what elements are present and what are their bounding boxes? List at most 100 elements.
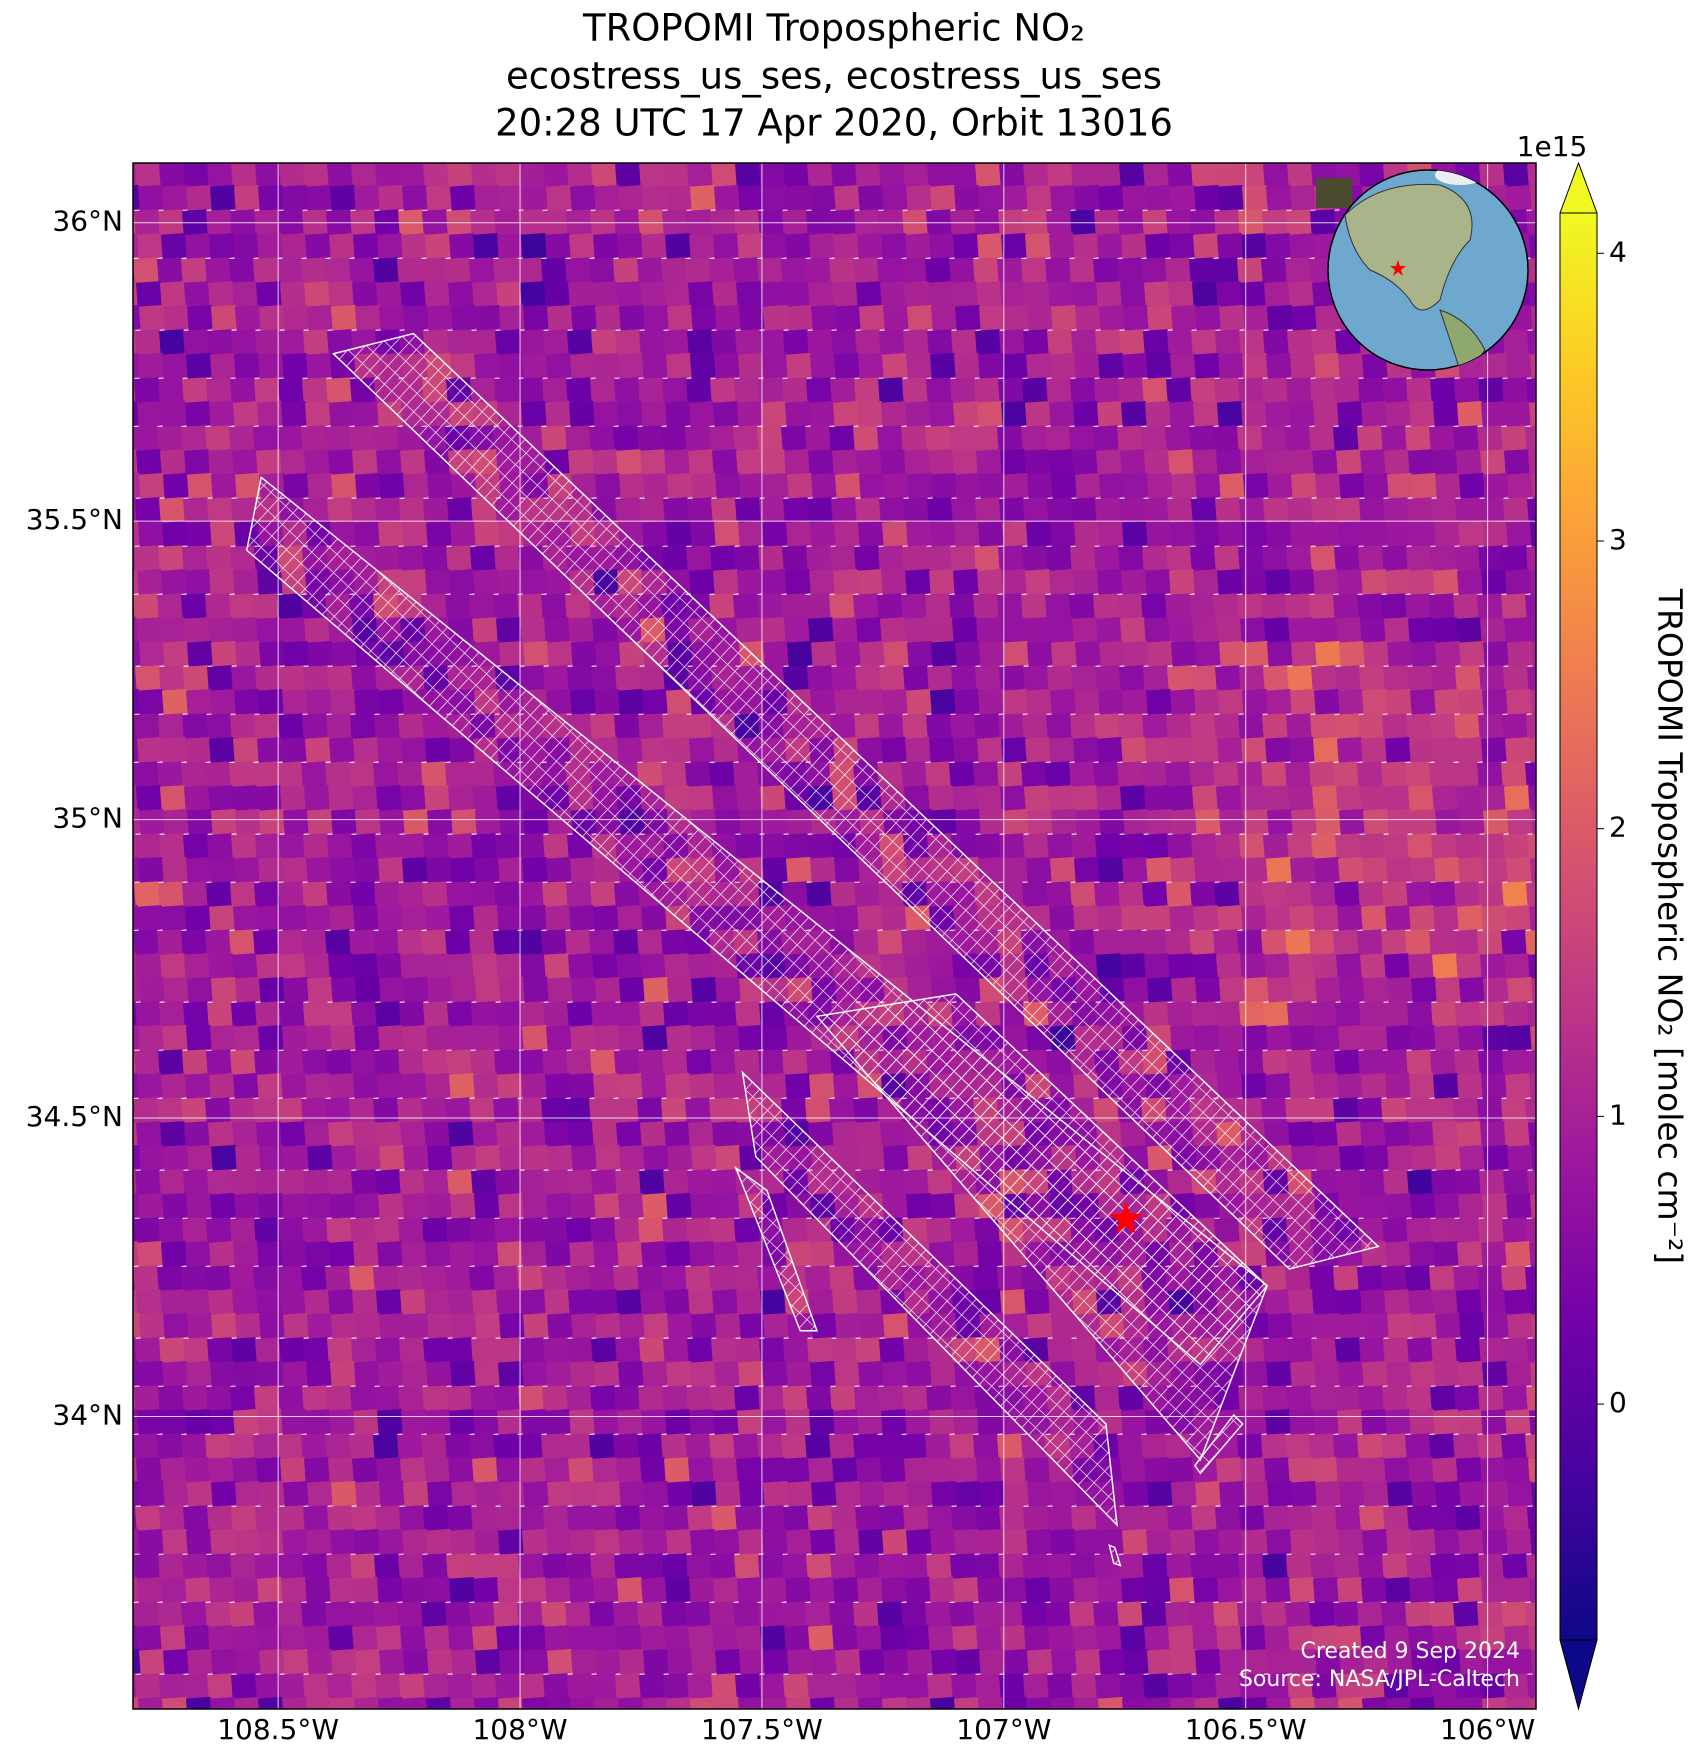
pixel <box>661 1433 688 1460</box>
pixel <box>1453 1265 1480 1292</box>
pixel <box>613 1553 641 1580</box>
pixel <box>304 737 332 764</box>
pixel <box>157 1097 184 1124</box>
pixel <box>1478 163 1506 188</box>
pixel <box>1386 976 1414 1004</box>
pixel <box>686 1169 714 1196</box>
pixel <box>422 1169 450 1196</box>
pixel <box>1021 1601 1048 1628</box>
pixel <box>954 640 982 668</box>
pixel <box>373 1097 400 1124</box>
pixel <box>901 377 929 404</box>
pixel <box>568 1577 596 1604</box>
pixel <box>952 569 980 596</box>
pixel <box>1023 449 1051 476</box>
pixel <box>590 329 618 356</box>
pixel <box>1382 1673 1410 1700</box>
pixel <box>158 1721 184 1747</box>
pixel <box>1050 640 1078 668</box>
pixel <box>831 1121 859 1148</box>
pixel <box>1361 352 1389 380</box>
pixel <box>853 881 881 908</box>
pixel <box>306 976 334 1004</box>
pixel <box>613 377 641 404</box>
pixel <box>498 1312 526 1340</box>
pixel <box>522 808 550 836</box>
pixel <box>565 1097 592 1124</box>
pixel <box>1453 713 1481 740</box>
pixel <box>1407 953 1435 980</box>
pixel <box>1384 569 1412 596</box>
pixel <box>689 1528 717 1556</box>
pixel <box>1429 713 1457 740</box>
pixel <box>306 304 334 332</box>
pixel <box>735 617 763 644</box>
pixel <box>590 665 618 692</box>
pixel <box>1505 184 1533 212</box>
pixel <box>400 233 428 260</box>
pixel <box>158 1001 186 1028</box>
pixel <box>639 953 667 980</box>
pixel <box>1528 1409 1536 1436</box>
pixel <box>158 1169 186 1196</box>
pixel <box>1146 640 1174 668</box>
pixel <box>638 497 666 524</box>
pixel <box>712 569 740 596</box>
pixel <box>1357 1601 1384 1628</box>
pixel <box>231 617 259 644</box>
pixel <box>1336 1409 1364 1436</box>
pixel <box>517 593 544 620</box>
pixel <box>1430 1337 1458 1364</box>
pixel <box>1000 737 1028 764</box>
pixel <box>517 377 545 404</box>
pixel <box>1263 1121 1291 1148</box>
pixel <box>353 1528 381 1556</box>
pixel <box>689 352 717 380</box>
pixel <box>997 1265 1024 1292</box>
pixel <box>1454 833 1482 860</box>
pixel <box>1189 377 1217 404</box>
pixel <box>138 808 166 836</box>
pixel <box>325 1097 352 1124</box>
pixel <box>1264 569 1292 596</box>
pixel <box>1310 1673 1338 1700</box>
pixel <box>998 329 1026 356</box>
pixel <box>901 593 928 620</box>
pixel <box>664 1241 692 1268</box>
pixel <box>1263 953 1291 980</box>
pixel <box>590 1673 618 1700</box>
pixel <box>1408 1577 1436 1604</box>
pixel <box>1288 1577 1316 1604</box>
pixel <box>253 1217 281 1244</box>
pixel <box>637 1385 665 1412</box>
pixel <box>1454 497 1482 524</box>
pixel <box>302 1337 330 1364</box>
pixel <box>834 1648 862 1676</box>
pixel <box>569 688 597 716</box>
pixel <box>1000 1577 1028 1604</box>
pixel <box>449 1024 477 1052</box>
pixel <box>329 856 357 884</box>
pixel <box>426 163 454 164</box>
pixel <box>1266 1648 1294 1676</box>
pixel <box>1143 1457 1171 1484</box>
pixel <box>278 1505 306 1532</box>
pixel <box>182 665 210 692</box>
pixel <box>1120 401 1148 428</box>
pixel <box>206 1673 234 1700</box>
pixel <box>230 497 258 524</box>
pixel <box>543 281 571 308</box>
pixel <box>999 1625 1027 1652</box>
pixel <box>809 520 837 548</box>
pixel <box>1261 545 1289 572</box>
pixel <box>545 856 573 884</box>
pixel <box>281 1528 309 1556</box>
pixel <box>1334 833 1362 860</box>
pixel <box>614 497 642 524</box>
pixel <box>350 1001 378 1028</box>
pixel <box>182 1169 210 1196</box>
pixel <box>349 1217 377 1244</box>
pixel <box>1191 281 1219 308</box>
pixel <box>1530 640 1536 668</box>
pixel <box>662 497 690 524</box>
